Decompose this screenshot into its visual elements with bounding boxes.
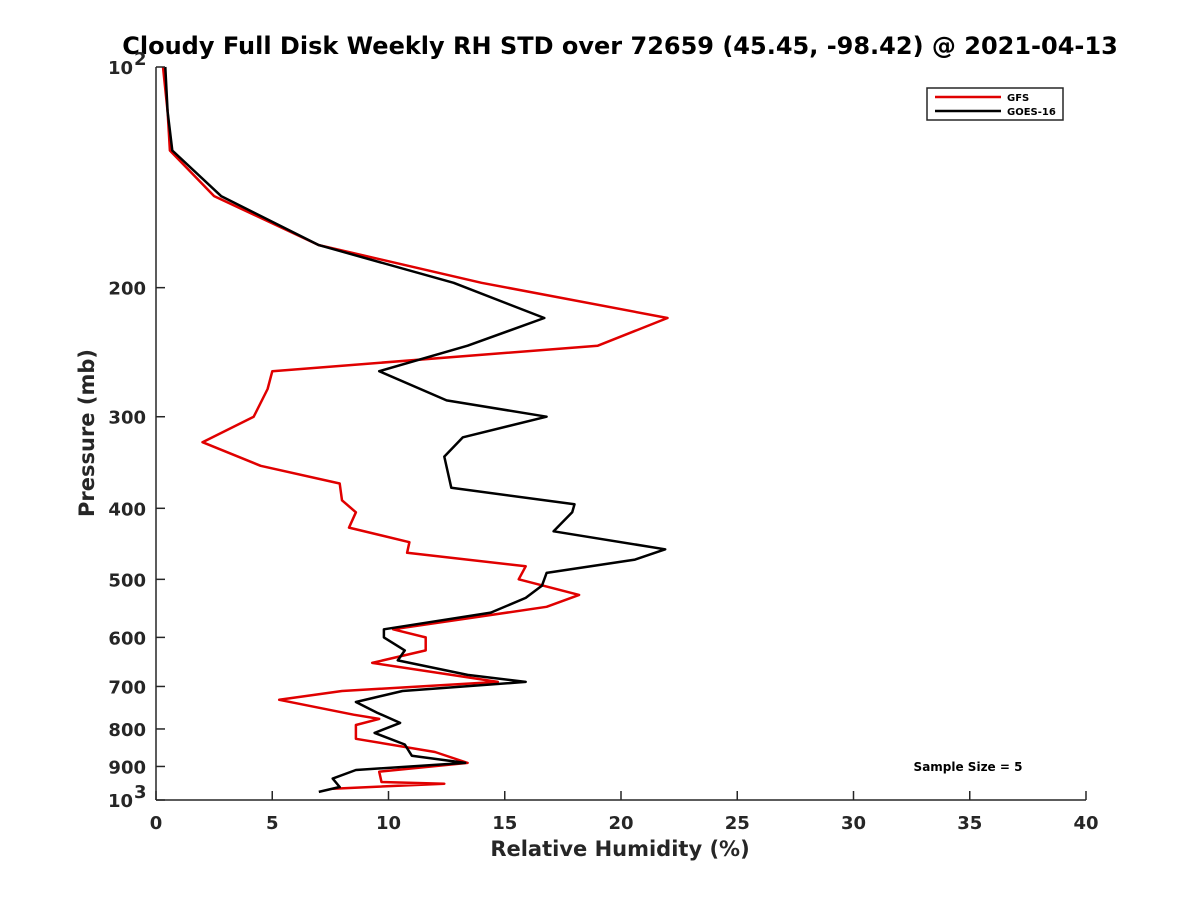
series-layer [161,66,669,794]
x-tick-label: 0 [150,813,163,834]
y-tick-label: 200 [108,279,146,300]
y-tick-exponent: 3 [134,782,147,803]
legend: GFS GOES-16 [926,87,1064,121]
y-axis-label: Pressure (mb) [75,349,99,517]
y-tick-label: 500 [108,570,146,591]
x-tick-label: 35 [957,813,982,834]
y-tick-label: 300 [108,408,146,429]
y-tick-label: 700 [108,677,146,698]
y-tick-label: 10 [108,58,133,79]
x-tick-label: 5 [266,813,279,834]
x-tick-label: 15 [492,813,517,834]
series-line-gfs [161,66,669,790]
x-tick-label: 20 [608,813,633,834]
x-tick-label: 25 [725,813,750,834]
sample-size-annotation: Sample Size = 5 [914,760,1023,774]
chart-title: Cloudy Full Disk Weekly RH STD over 7265… [122,32,1118,60]
y-tick-label: 400 [108,499,146,520]
y-tick-label: 10 [108,791,133,812]
y-tick-label: 600 [108,628,146,649]
y-tick-label: 800 [108,720,146,741]
legend-label: GFS [1007,93,1029,104]
legend-label: GOES-16 [1007,107,1056,118]
x-tick-label: 30 [841,813,866,834]
legend-box [926,87,1064,121]
x-axis-label: Relative Humidity (%) [490,837,749,861]
y-tick-exponent: 2 [134,49,147,70]
x-tick-label: 10 [376,813,401,834]
x-tick-label: 40 [1073,813,1098,834]
series-line-goes-16 [164,66,667,794]
y-tick-label: 900 [108,757,146,778]
